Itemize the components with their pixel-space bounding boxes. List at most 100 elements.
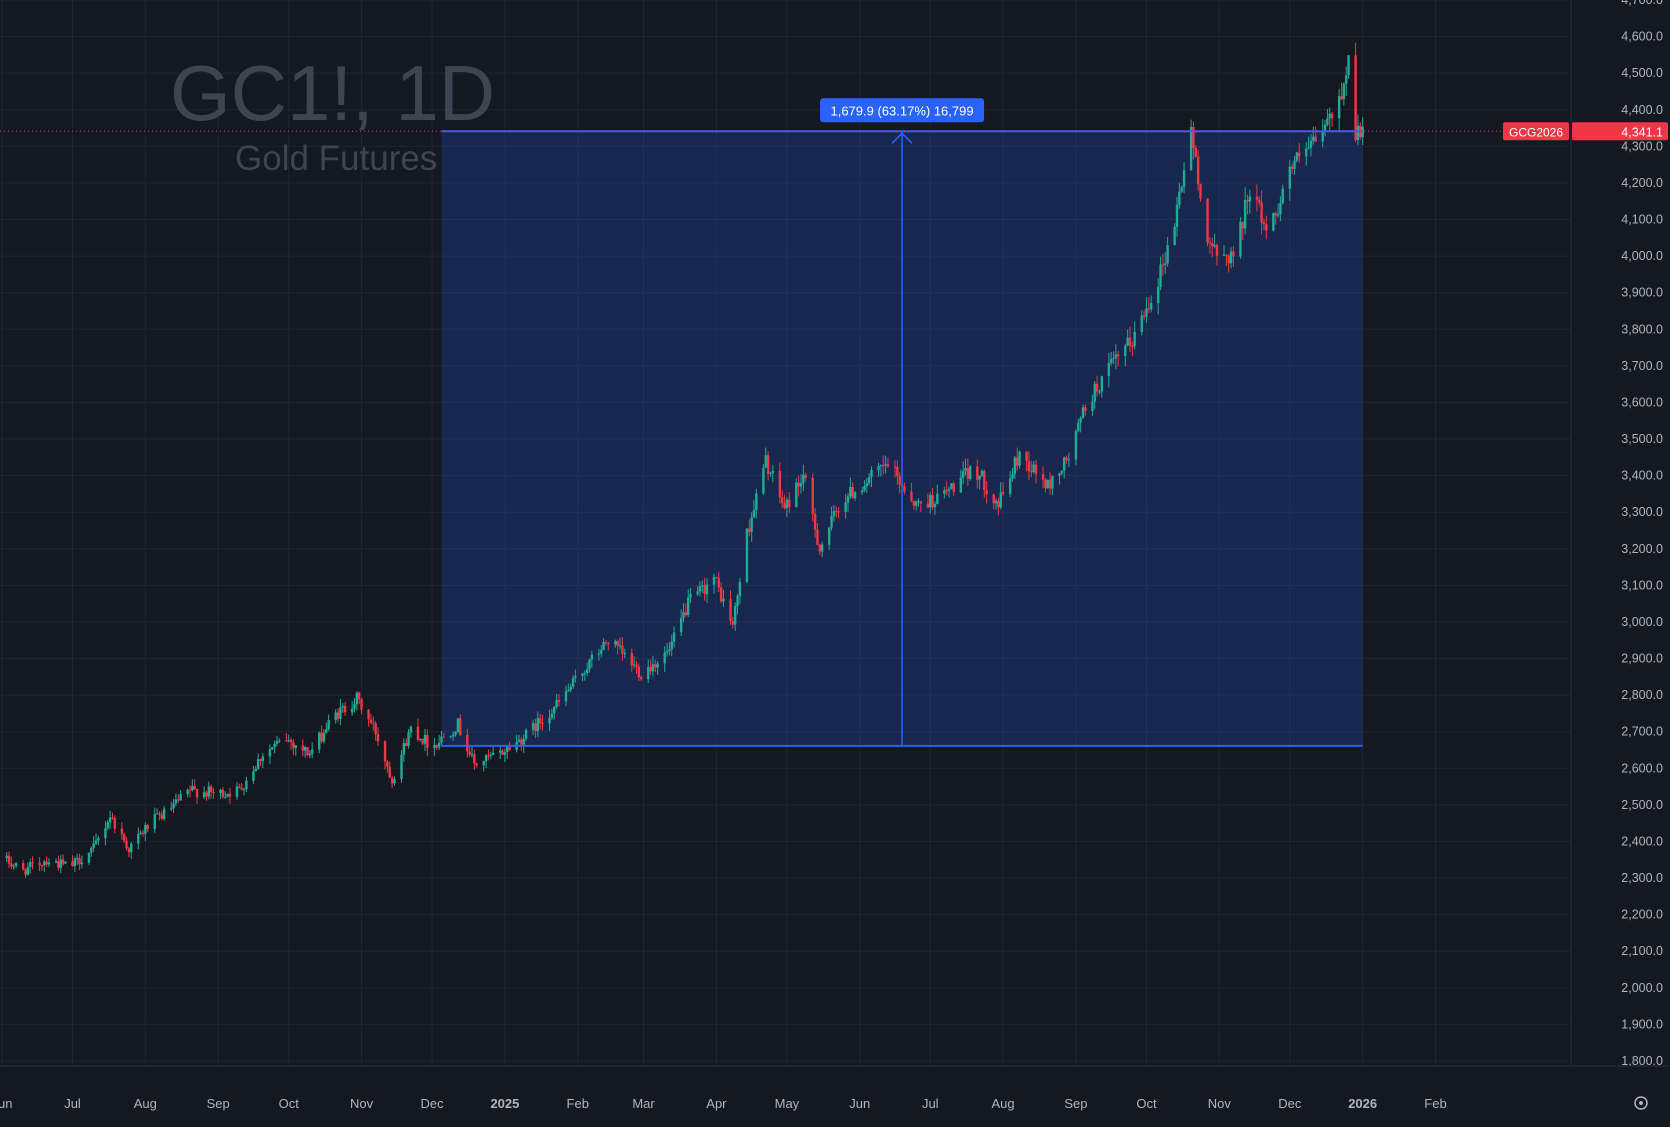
candle-down <box>285 740 288 742</box>
candle-down <box>1340 96 1343 100</box>
candle-down <box>604 642 608 644</box>
candle-down <box>193 786 196 789</box>
candle-down <box>607 643 610 645</box>
candle-down <box>816 529 819 545</box>
candle-up <box>1133 331 1136 347</box>
time-tick-label: Dec <box>420 1096 444 1111</box>
time-tick-label: 2025 <box>490 1096 519 1111</box>
price-tick-label: 4,500.0 <box>1621 66 1663 80</box>
candle-up <box>618 645 622 647</box>
candle-up <box>1018 451 1021 466</box>
candle-down <box>468 751 471 755</box>
candle-up <box>696 591 699 595</box>
time-axis[interactable]: Jun Jul Aug Sep Oct Nov Dec 2025 Feb Mar Apr May Jun… <box>0 1065 1670 1122</box>
price-tick-label: 3,500.0 <box>1621 432 1663 446</box>
candle-up <box>1112 357 1115 359</box>
candle-down <box>111 817 114 819</box>
watermark-symbol: GC1!, 1D <box>170 49 495 137</box>
candle-up <box>452 734 455 737</box>
price-tick-label: 4,100.0 <box>1621 213 1663 227</box>
candle-up <box>1093 383 1096 402</box>
price-tick-label: 1,800.0 <box>1621 1054 1663 1068</box>
price-tick-label: 3,400.0 <box>1621 469 1663 483</box>
candle-up <box>536 718 539 732</box>
candle-down <box>640 677 643 680</box>
candle-down <box>1290 166 1294 169</box>
candle-up <box>884 464 887 466</box>
candle-down <box>367 709 370 720</box>
candle-down <box>421 738 424 744</box>
candle-up <box>1098 391 1101 393</box>
time-tick-label: Sep <box>1064 1096 1087 1111</box>
time-tick-label: Mar <box>632 1096 655 1111</box>
candle-down <box>1206 198 1209 243</box>
candle-down <box>306 747 309 756</box>
candle-down <box>997 500 1000 508</box>
time-tick-label: 2026 <box>1348 1096 1377 1111</box>
candle-down <box>818 544 821 552</box>
candle-down <box>1142 315 1146 317</box>
candle-down <box>120 828 124 835</box>
candle-down <box>390 777 394 784</box>
candle-down <box>1211 242 1214 247</box>
candle-down <box>1274 213 1277 216</box>
candle-down <box>24 869 27 875</box>
candle-down <box>1044 479 1047 489</box>
measure-label[interactable]: 1,679.9 (63.17%) 16,799 <box>820 98 985 123</box>
price-tick-label: 3,200.0 <box>1621 542 1663 556</box>
candle-down <box>146 825 149 829</box>
candle-up <box>914 501 918 506</box>
candle-up <box>1182 170 1186 188</box>
candle-up <box>1337 96 1341 119</box>
candle-down <box>125 840 128 849</box>
candle-up <box>701 585 704 587</box>
time-tick-label: Feb <box>567 1096 589 1111</box>
candle-up <box>172 803 175 809</box>
candle-up <box>1345 75 1348 84</box>
candle-down <box>238 786 241 788</box>
candle-up <box>393 779 396 784</box>
candle-down <box>919 501 923 504</box>
candle-up <box>832 511 836 517</box>
candle-down <box>903 486 906 492</box>
candle-up <box>139 832 142 834</box>
candle-up <box>437 742 441 748</box>
candle-down <box>813 513 817 530</box>
candle-up <box>844 502 847 512</box>
candle-up <box>734 606 737 625</box>
candle-up <box>191 786 194 791</box>
candle-up <box>409 726 413 733</box>
candle-up <box>1149 303 1153 310</box>
candle-up <box>795 482 798 508</box>
candle-up <box>92 843 95 849</box>
time-tick-label: Nov <box>1208 1096 1232 1111</box>
measure-lines[interactable] <box>441 130 1363 747</box>
candle-up <box>1323 124 1327 132</box>
candle-up <box>959 477 962 493</box>
candle-up <box>1074 431 1078 460</box>
candle-up <box>590 654 594 660</box>
candle-down <box>1161 264 1165 266</box>
candle-down <box>1117 354 1120 357</box>
candle-up <box>571 677 575 687</box>
candle-up <box>600 650 603 654</box>
candle-down <box>1227 255 1230 264</box>
candle-down <box>1260 202 1263 223</box>
price-axis[interactable]: 4,700.0 4,600.0 4,500.0 4,400.0 4,300.0 4,200… <box>1570 0 1670 1068</box>
candle-up <box>423 734 427 744</box>
candle-up <box>219 789 222 794</box>
candle-up <box>865 483 868 487</box>
candle-up <box>1079 418 1082 423</box>
candle-up <box>433 745 436 749</box>
candle-up <box>1279 203 1282 214</box>
candle-down <box>141 832 145 834</box>
contract-tag-label: GCG2026 <box>1509 125 1563 139</box>
gear-icon[interactable] <box>1634 1096 1648 1110</box>
candle-up <box>1077 422 1080 432</box>
candle-up <box>522 738 525 745</box>
candle-up <box>961 470 965 478</box>
candle-down <box>426 734 429 749</box>
candle-up <box>491 752 495 755</box>
